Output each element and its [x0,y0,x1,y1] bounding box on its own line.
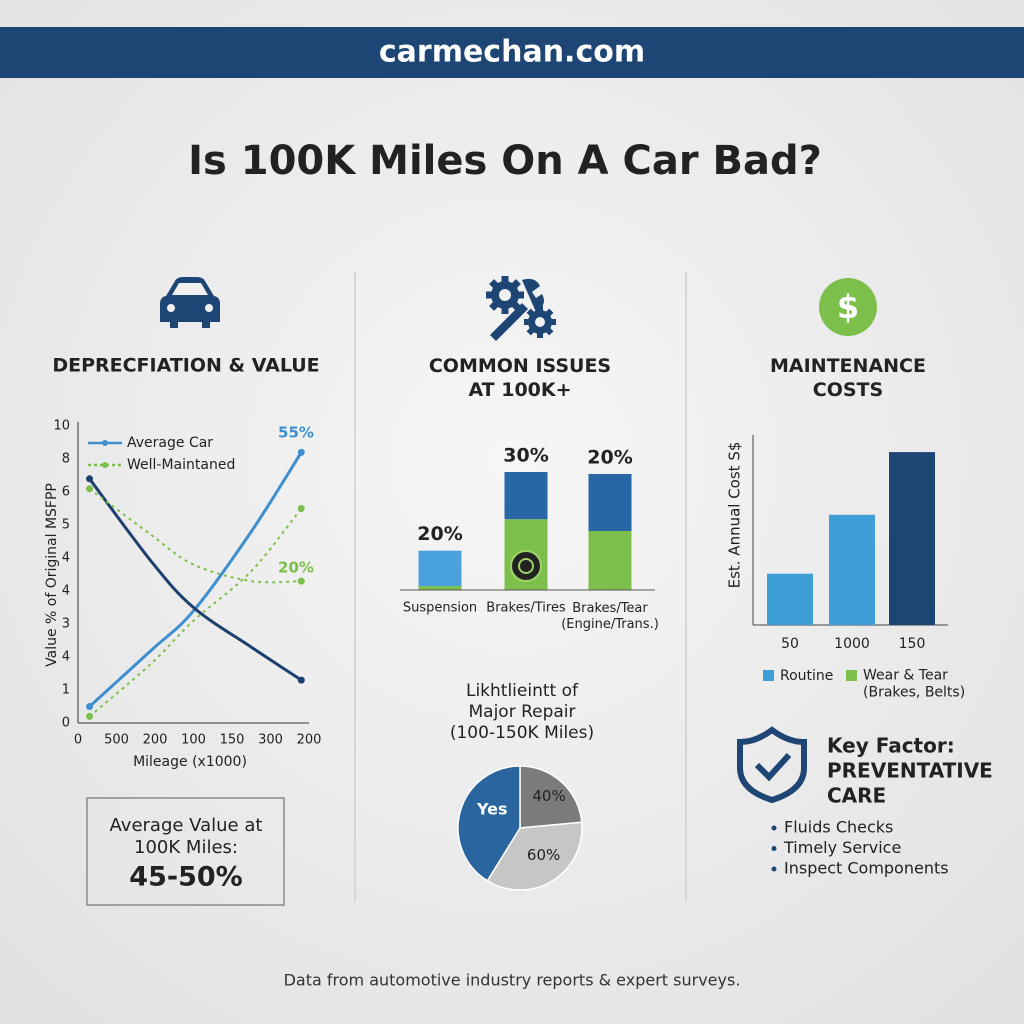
y-axis-label: Est. Annual Cost S$ [726,442,744,589]
header-bar [0,27,1024,78]
bar [767,573,813,625]
bar-segment [588,531,632,590]
shield-icon [737,726,807,804]
series-line [88,507,303,718]
key-factor-label: Key Factor: [827,734,955,758]
legend-swatch [846,670,857,681]
pie-slice [486,821,583,891]
annotation: 55% [278,424,314,442]
x-tick-label: 300 [258,733,283,748]
bullet [771,866,777,872]
y-axis-label: Value % of Original MSFPP [44,483,60,667]
point [297,448,305,456]
bar-label: 30% [503,445,548,467]
y-tick-label: 8 [62,452,70,467]
pie-slice [457,765,521,882]
legend-label: Well-Maintaned [127,457,235,473]
bullet [771,846,777,851]
y-tick-label: 1 [62,683,70,698]
y-tick-label: 10 [53,419,70,434]
bar [889,452,935,625]
bar-segment [588,473,632,531]
y-tick-label: 4 [62,650,70,665]
chart-title: MAINTENANCE COSTS [770,355,926,401]
bar-label: 20% [417,523,462,545]
key-factor-item: Inspect Components [784,859,949,878]
bar-segment [418,586,462,590]
value-box-value: 45-50% [129,862,242,893]
x-tick-label: 500 [104,733,129,748]
point [297,505,305,512]
x-tick-label: 100 [181,733,206,748]
point [297,577,305,585]
x-tick-label: Brakes/Tear (Engine/Trans.) [561,601,659,632]
page-title: Is 100K Miles On A Car Bad? [188,138,822,184]
annotation: 20% [278,559,314,577]
value-box-label: Average Value at 100K Miles: [110,815,263,858]
x-tick-label: 50 [781,636,799,652]
chart-title: DEPRECFIATION & VALUE [52,355,319,377]
y-tick-label: 0 [62,716,70,731]
dollar-sign: $ [837,288,859,326]
footer: Data from automotive industry reports & … [284,971,741,990]
x-tick-label: 150 [899,636,926,652]
bar-label: 20% [587,446,632,468]
key-factor-item: Timely Service [783,838,901,857]
bar [829,514,875,625]
key-factor-item: Fluids Checks [784,818,893,837]
tire-hub [518,558,534,574]
y-tick-label: 6 [62,485,70,500]
legend-dot [102,462,108,468]
pie-value-label: 60% [527,846,560,864]
series-line [88,451,303,708]
x-tick-label: Brakes/Tires [486,601,566,616]
pie-label: Yes [476,799,508,818]
y-tick-label: 4 [62,584,70,599]
y-tick-label: 4 [62,551,70,566]
point [86,475,94,483]
bar-segment [418,550,462,587]
tire-icon [510,550,542,582]
point [86,485,94,493]
bullet [771,825,777,831]
legend-dot [102,440,108,446]
value-box [86,797,285,906]
x-tick-label: Suspension [403,601,477,616]
point [86,712,94,720]
chart-title: COMMON ISSUES AT 100K+ [429,355,611,401]
x-tick-label: 200 [143,733,168,748]
point [297,676,305,684]
legend-label: Wear & Tear (Brakes, Belts) [863,668,965,701]
site-name: carmechan.com [379,35,645,70]
series-line [88,487,302,584]
pie-value-label: 40% [532,787,565,805]
x-tick-label: 200 [297,733,322,748]
dollar-icon: $ [819,278,877,336]
legend-swatch [763,670,774,681]
tools-icon [486,276,556,341]
x-tick-label: 150 [220,733,245,748]
series-line [88,477,303,682]
legend-label: Routine [780,668,833,684]
key-factor-heading: PREVENTATIVE CARE [827,758,993,807]
y-tick-label: 5 [62,518,70,533]
chart-title: Likhtlieintt of Major Repair (100-150K Mil… [450,681,594,743]
bar-segment [504,472,548,520]
legend-label: Average Car [127,435,213,451]
x-tick-label: 0 [74,733,82,748]
y-tick-label: 3 [62,617,70,632]
pie-slice [519,765,583,829]
point [86,703,94,710]
car-icon [160,277,220,328]
x-axis-label: Mileage (x1000) [133,754,247,770]
x-tick-label: 1000 [834,636,870,652]
